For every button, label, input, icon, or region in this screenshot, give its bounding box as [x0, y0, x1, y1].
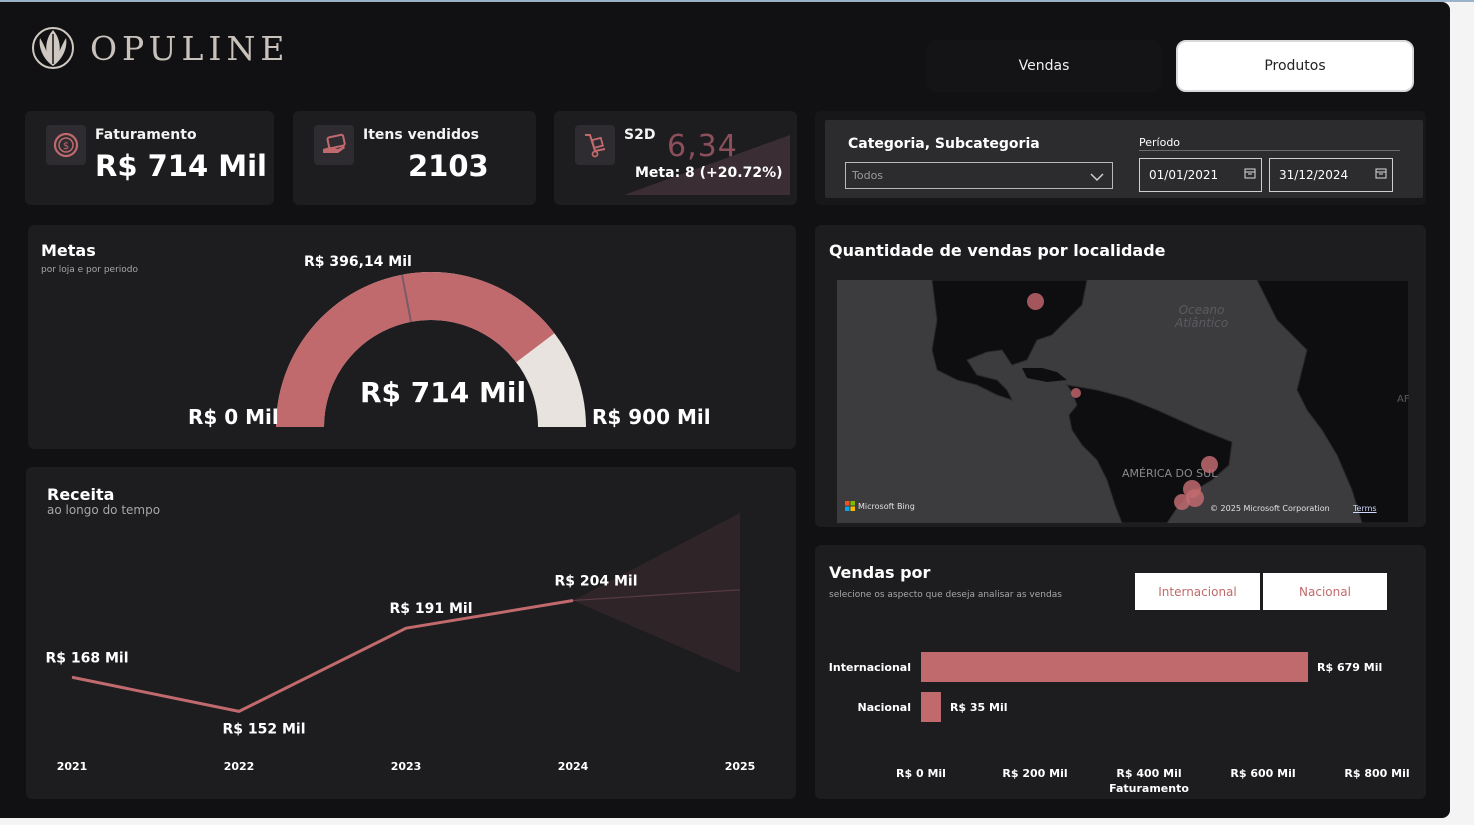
map-bubble[interactable]	[1027, 293, 1044, 310]
kpi-value-faturamento: R$ 714 Mil	[95, 149, 267, 183]
metas-title: Metas	[41, 241, 96, 260]
revenue-line	[71, 598, 574, 713]
dollar-coin-icon: $	[46, 125, 86, 165]
date-end-input[interactable]: 31/12/2024	[1269, 158, 1393, 192]
x-tick-label: 2021	[57, 760, 88, 773]
receita-card: Receita ao longo do tempo R$ 168 Mil R$ 1…	[26, 467, 796, 799]
metas-gauge	[276, 272, 586, 427]
bing-text: Microsoft Bing	[858, 501, 915, 511]
receita-subtitle: ao longo do tempo	[47, 503, 161, 517]
nav-button-vendas[interactable]: Vendas	[926, 40, 1162, 92]
receita-line-chart: R$ 168 Mil R$ 152 Mil R$ 191 Mil R$ 204 Mil…	[45, 513, 756, 773]
period-underline	[1139, 150, 1400, 151]
revenue-data-label: R$ 152 Mil	[222, 721, 305, 737]
map-continent-label: AMÉRICA DO SUL	[1122, 467, 1218, 480]
x-tick-label: R$ 200 Mil	[1002, 767, 1067, 780]
kpi-label-itens: Itens vendidos	[363, 127, 479, 143]
vendas-por-bar-chart: Internacional R$ 679 Mil Nacional R$ 35 Mil…	[829, 652, 1410, 795]
category-dropdown[interactable]: Todos	[845, 162, 1113, 189]
forecast-line	[572, 589, 741, 602]
map-card: Quantidade de vendas por localidade Ocea…	[815, 225, 1426, 527]
date-start-input[interactable]: 01/01/2021	[1139, 158, 1262, 192]
right-margin	[1450, 2, 1474, 825]
map-bubble[interactable]	[1186, 489, 1204, 507]
bar-internacional[interactable]	[921, 652, 1309, 682]
forecast-band	[573, 513, 740, 673]
map-terms-link[interactable]: Terms	[1353, 504, 1377, 513]
bar-data-label: R$ 35 Mil	[950, 701, 1008, 714]
bar-data-label: R$ 679 Mil	[1317, 661, 1382, 674]
x-tick-label: 2025	[725, 760, 756, 773]
x-tick-label: R$ 0 Mil	[896, 767, 946, 780]
svg-text:$: $	[63, 141, 69, 152]
brand-name: OPULINE	[90, 28, 290, 68]
map-land	[931, 280, 1409, 523]
x-tick-label: 2022	[224, 760, 255, 773]
kpi-card-faturamento: $ Faturamento R$ 714 Mil	[25, 111, 274, 205]
bar-nacional[interactable]	[921, 692, 941, 722]
bar-category-label: Internacional	[829, 661, 911, 674]
period-label: Período	[1139, 136, 1181, 149]
gauge-fill	[276, 272, 555, 427]
ocean-label-line1: Oceano	[1178, 303, 1225, 317]
credit-card-hand-icon	[314, 125, 354, 165]
metas-subtitle: por loja e por periodo	[41, 265, 139, 275]
revenue-data-label: R$ 204 Mil	[554, 573, 637, 589]
revenue-data-label: R$ 191 Mil	[389, 601, 472, 617]
lotus-icon	[32, 27, 74, 69]
x-axis-title: Faturamento	[1109, 782, 1189, 795]
x-tick-label: R$ 800 Mil	[1344, 767, 1409, 780]
bar-category-label: Nacional	[857, 701, 911, 714]
map-title: Quantidade de vendas por localidade	[829, 241, 1166, 260]
segment-button-nacional[interactable]: Nacional	[1263, 573, 1387, 610]
bing-attribution: Microsoft Bing	[845, 501, 915, 511]
map-bubble[interactable]	[1201, 456, 1218, 473]
category-label: Categoria, Subcategoria	[848, 136, 1040, 152]
chevron-down-icon	[1090, 173, 1104, 182]
map-edge-label: AF	[1397, 394, 1409, 405]
vendas-por-subtitle: selecione os aspecto que deseja analisar…	[829, 590, 1062, 600]
s2d-trend-shape	[624, 135, 790, 195]
kpi-meta-s2d: Meta: 8 (+20.72%)	[635, 165, 783, 181]
ocean-label-line2: Atlântico	[1175, 316, 1229, 330]
category-dropdown-value: Todos	[852, 169, 884, 182]
segment-button-internacional[interactable]: Internacional	[1135, 573, 1260, 610]
hand-truck-icon	[575, 125, 615, 165]
kpi-label-faturamento: Faturamento	[95, 127, 197, 143]
x-tick-label: R$ 400 Mil	[1116, 767, 1181, 780]
x-tick-label: R$ 600 Mil	[1230, 767, 1295, 780]
date-start-value: 01/01/2021	[1149, 168, 1219, 182]
date-end-value: 31/12/2024	[1279, 168, 1349, 182]
map-copyright: © 2025 Microsoft Corporation	[1210, 504, 1330, 513]
x-tick-label: 2023	[391, 760, 422, 773]
x-tick-label: 2024	[558, 760, 589, 773]
kpi-card-itens: Itens vendidos 2103	[293, 111, 536, 205]
gauge-target-line	[401, 274, 412, 323]
brand-logo: OPULINE	[30, 26, 289, 70]
map-ocean-label: Oceano Atlântico	[1175, 304, 1228, 330]
receita-title: Receita	[47, 485, 115, 504]
map-viewport[interactable]: Oceano Atlântico AMÉRICA DO SUL AF Micro…	[837, 280, 1409, 523]
vendas-por-title: Vendas por	[829, 563, 931, 582]
gauge-target-label: R$ 396,14 Mil	[304, 254, 412, 270]
nav-button-produtos[interactable]: Produtos	[1176, 40, 1414, 92]
map-bubble[interactable]	[1174, 494, 1190, 510]
microsoft-logo-icon	[845, 501, 855, 511]
kpi-label-s2d: S2D	[624, 127, 656, 143]
window-top-border	[0, 0, 1474, 2]
kpi-value-itens: 2103	[408, 149, 489, 183]
kpi-value-s2d: 6,34	[667, 129, 738, 164]
gauge-center-value: R$ 714 Mil	[360, 376, 527, 409]
calendar-icon	[1244, 168, 1256, 179]
gauge-max-label: R$ 900 Mil	[592, 405, 711, 429]
map-bubble[interactable]	[1071, 388, 1081, 398]
metas-card: Metas por loja e por periodo R$ 396,14 M…	[28, 225, 796, 449]
revenue-data-label: R$ 168 Mil	[45, 650, 128, 666]
gauge-min-label: R$ 0 Mil	[188, 405, 279, 429]
calendar-icon	[1375, 168, 1387, 179]
kpi-card-s2d: S2D 6,34 Meta: 8 (+20.72%)	[554, 111, 797, 205]
